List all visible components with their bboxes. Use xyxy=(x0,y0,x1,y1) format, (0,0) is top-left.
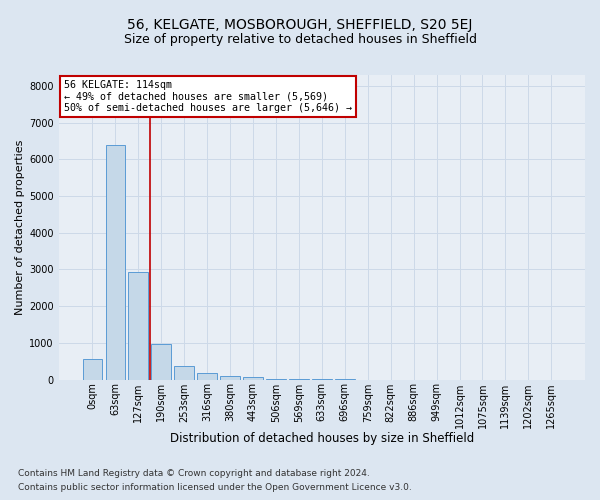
Bar xyxy=(151,344,171,380)
Bar xyxy=(128,272,148,380)
Bar xyxy=(197,374,217,380)
Text: Contains public sector information licensed under the Open Government Licence v3: Contains public sector information licen… xyxy=(18,484,412,492)
Bar xyxy=(83,359,102,380)
Text: Size of property relative to detached houses in Sheffield: Size of property relative to detached ho… xyxy=(124,32,476,46)
Bar xyxy=(175,366,194,380)
Y-axis label: Number of detached properties: Number of detached properties xyxy=(15,140,25,315)
Bar xyxy=(106,146,125,380)
X-axis label: Distribution of detached houses by size in Sheffield: Distribution of detached houses by size … xyxy=(170,432,474,445)
Text: 56 KELGATE: 114sqm
← 49% of detached houses are smaller (5,569)
50% of semi-deta: 56 KELGATE: 114sqm ← 49% of detached hou… xyxy=(64,80,352,113)
Text: 56, KELGATE, MOSBOROUGH, SHEFFIELD, S20 5EJ: 56, KELGATE, MOSBOROUGH, SHEFFIELD, S20 … xyxy=(127,18,473,32)
Text: Contains HM Land Registry data © Crown copyright and database right 2024.: Contains HM Land Registry data © Crown c… xyxy=(18,468,370,477)
Bar xyxy=(220,376,240,380)
Bar xyxy=(243,377,263,380)
